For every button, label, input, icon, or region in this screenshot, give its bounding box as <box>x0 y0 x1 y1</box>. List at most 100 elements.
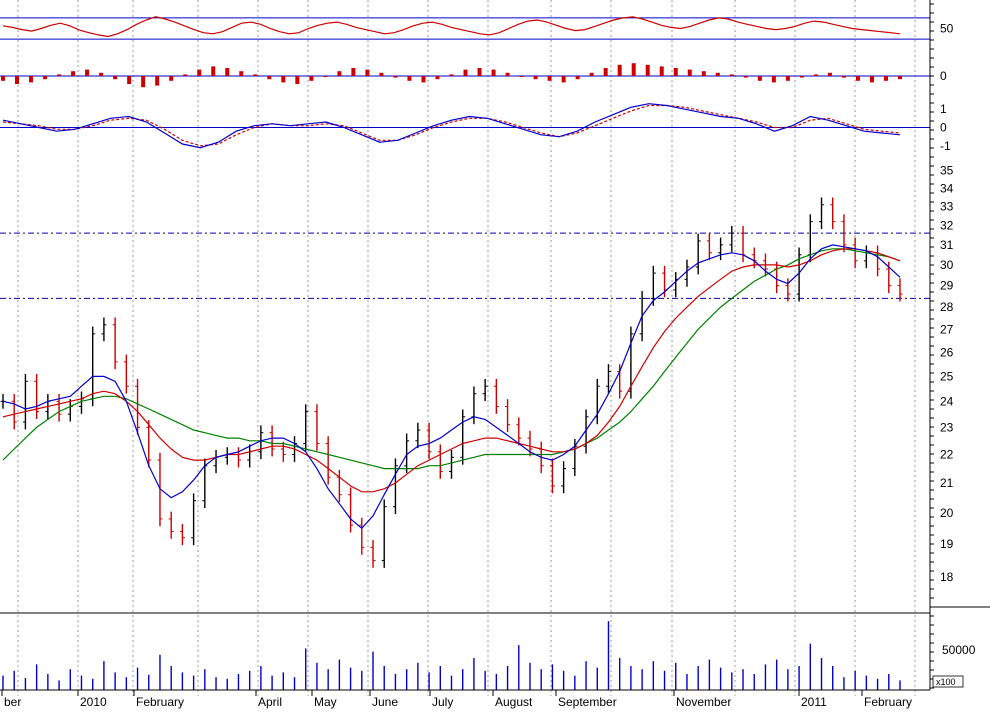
histogram-bar <box>127 76 132 84</box>
histogram-bar <box>617 64 622 76</box>
histogram-bar <box>379 72 384 76</box>
histogram-bar <box>43 76 48 80</box>
price-tick-label: 29 <box>940 279 954 293</box>
histogram-bar <box>435 76 440 80</box>
histogram-bar <box>141 76 146 88</box>
price-tick-label: 27 <box>940 322 954 336</box>
price-tick-label: 24 <box>940 394 954 408</box>
moving-average-fast <box>2 244 901 530</box>
price-tick-label: 26 <box>940 345 954 359</box>
histogram-bar <box>715 72 720 76</box>
histogram-bar <box>505 72 510 76</box>
histogram-bar <box>813 74 818 76</box>
histogram-bar <box>519 76 524 77</box>
histogram-bar <box>757 76 762 81</box>
macd-line <box>2 103 901 149</box>
price-tick-label: 22 <box>940 448 954 462</box>
histogram-bar <box>575 76 580 80</box>
x-axis-label: ber <box>4 695 21 709</box>
histogram-bar <box>239 71 244 76</box>
histogram-tick-label: 0 <box>940 69 947 83</box>
macd-tick-label: 1 <box>940 102 947 116</box>
histogram-bar <box>323 76 328 77</box>
histogram-bar <box>645 64 650 76</box>
histogram-bar <box>197 69 202 76</box>
oscillator-panel <box>0 16 930 40</box>
histogram-bar <box>659 66 664 76</box>
price-tick-label: 25 <box>940 369 954 383</box>
price-tick-label: 20 <box>940 506 954 520</box>
volume-unit-label: x100 <box>936 677 956 687</box>
x-axis-label: April <box>258 695 282 709</box>
histogram-bar <box>407 76 412 81</box>
price-tick-label: 21 <box>940 476 954 490</box>
price-tick-label: 19 <box>940 537 954 551</box>
histogram-bar <box>169 76 174 81</box>
macd-tick-label: 0 <box>940 121 947 135</box>
histogram-bar <box>211 66 216 76</box>
x-axis-label: June <box>372 695 398 709</box>
histogram-bar <box>267 76 272 80</box>
histogram-bar <box>253 74 258 76</box>
price-tick-label: 18 <box>940 570 954 584</box>
macd-panel <box>0 103 930 149</box>
histogram-bar <box>99 72 104 76</box>
x-axis-label: July <box>432 695 453 709</box>
x-axis-label: September <box>558 695 617 709</box>
x-axis-label: 2011 <box>801 695 827 709</box>
x-axis-label: 2010 <box>80 695 107 709</box>
histogram-bar <box>799 76 804 78</box>
price-tick-label: 35 <box>940 164 954 178</box>
histogram-bar <box>309 76 314 81</box>
histogram-bar <box>771 76 776 83</box>
price-tick-label: 33 <box>940 200 954 214</box>
histogram-bar <box>393 76 398 78</box>
histogram-bar <box>589 72 594 76</box>
histogram-bar <box>561 76 566 83</box>
histogram-bar <box>869 76 874 83</box>
oscillator-line <box>2 16 901 38</box>
volume-unit-box <box>932 675 964 688</box>
macd-tick-label: -1 <box>940 139 951 153</box>
histogram-bar <box>491 69 496 76</box>
x-axis-label: May <box>314 695 337 709</box>
histogram-bar <box>631 63 636 76</box>
histogram-bar <box>29 76 34 83</box>
histogram-bar <box>701 71 706 76</box>
histogram-bar <box>547 76 552 81</box>
histogram-bar <box>351 68 356 76</box>
price-tick-label: 31 <box>940 238 954 252</box>
histogram-bar <box>57 74 62 76</box>
histogram-bar <box>855 76 860 81</box>
histogram-bar <box>743 76 748 78</box>
histogram-bar <box>15 76 20 84</box>
volume-tick-label: 50000 <box>942 643 976 657</box>
histogram-bar <box>85 69 90 76</box>
macd-signal-line <box>2 104 901 147</box>
moving-average-mid <box>2 248 901 493</box>
x-axis-label: August <box>495 695 533 709</box>
histogram-bar <box>365 69 370 76</box>
histogram-bar <box>673 68 678 76</box>
histogram-bar <box>155 76 160 86</box>
histogram-bar <box>898 76 902 80</box>
histogram-bar <box>603 68 608 76</box>
histogram-bar <box>225 68 230 76</box>
histogram-bar <box>281 76 286 83</box>
price-tick-label: 30 <box>940 258 954 272</box>
oscillator-tick-label: 50 <box>940 22 954 36</box>
histogram-bar <box>477 68 482 76</box>
histogram-bar <box>1 76 5 81</box>
price-tick-label: 23 <box>940 420 954 434</box>
histogram-bar <box>463 69 468 76</box>
histogram-bar <box>729 74 734 76</box>
histogram-bar <box>883 76 888 81</box>
histogram-bar <box>687 69 692 76</box>
histogram-bar <box>841 76 846 78</box>
histogram-bar <box>533 76 538 80</box>
volume-panel <box>2 621 901 690</box>
price-panel <box>0 197 930 568</box>
